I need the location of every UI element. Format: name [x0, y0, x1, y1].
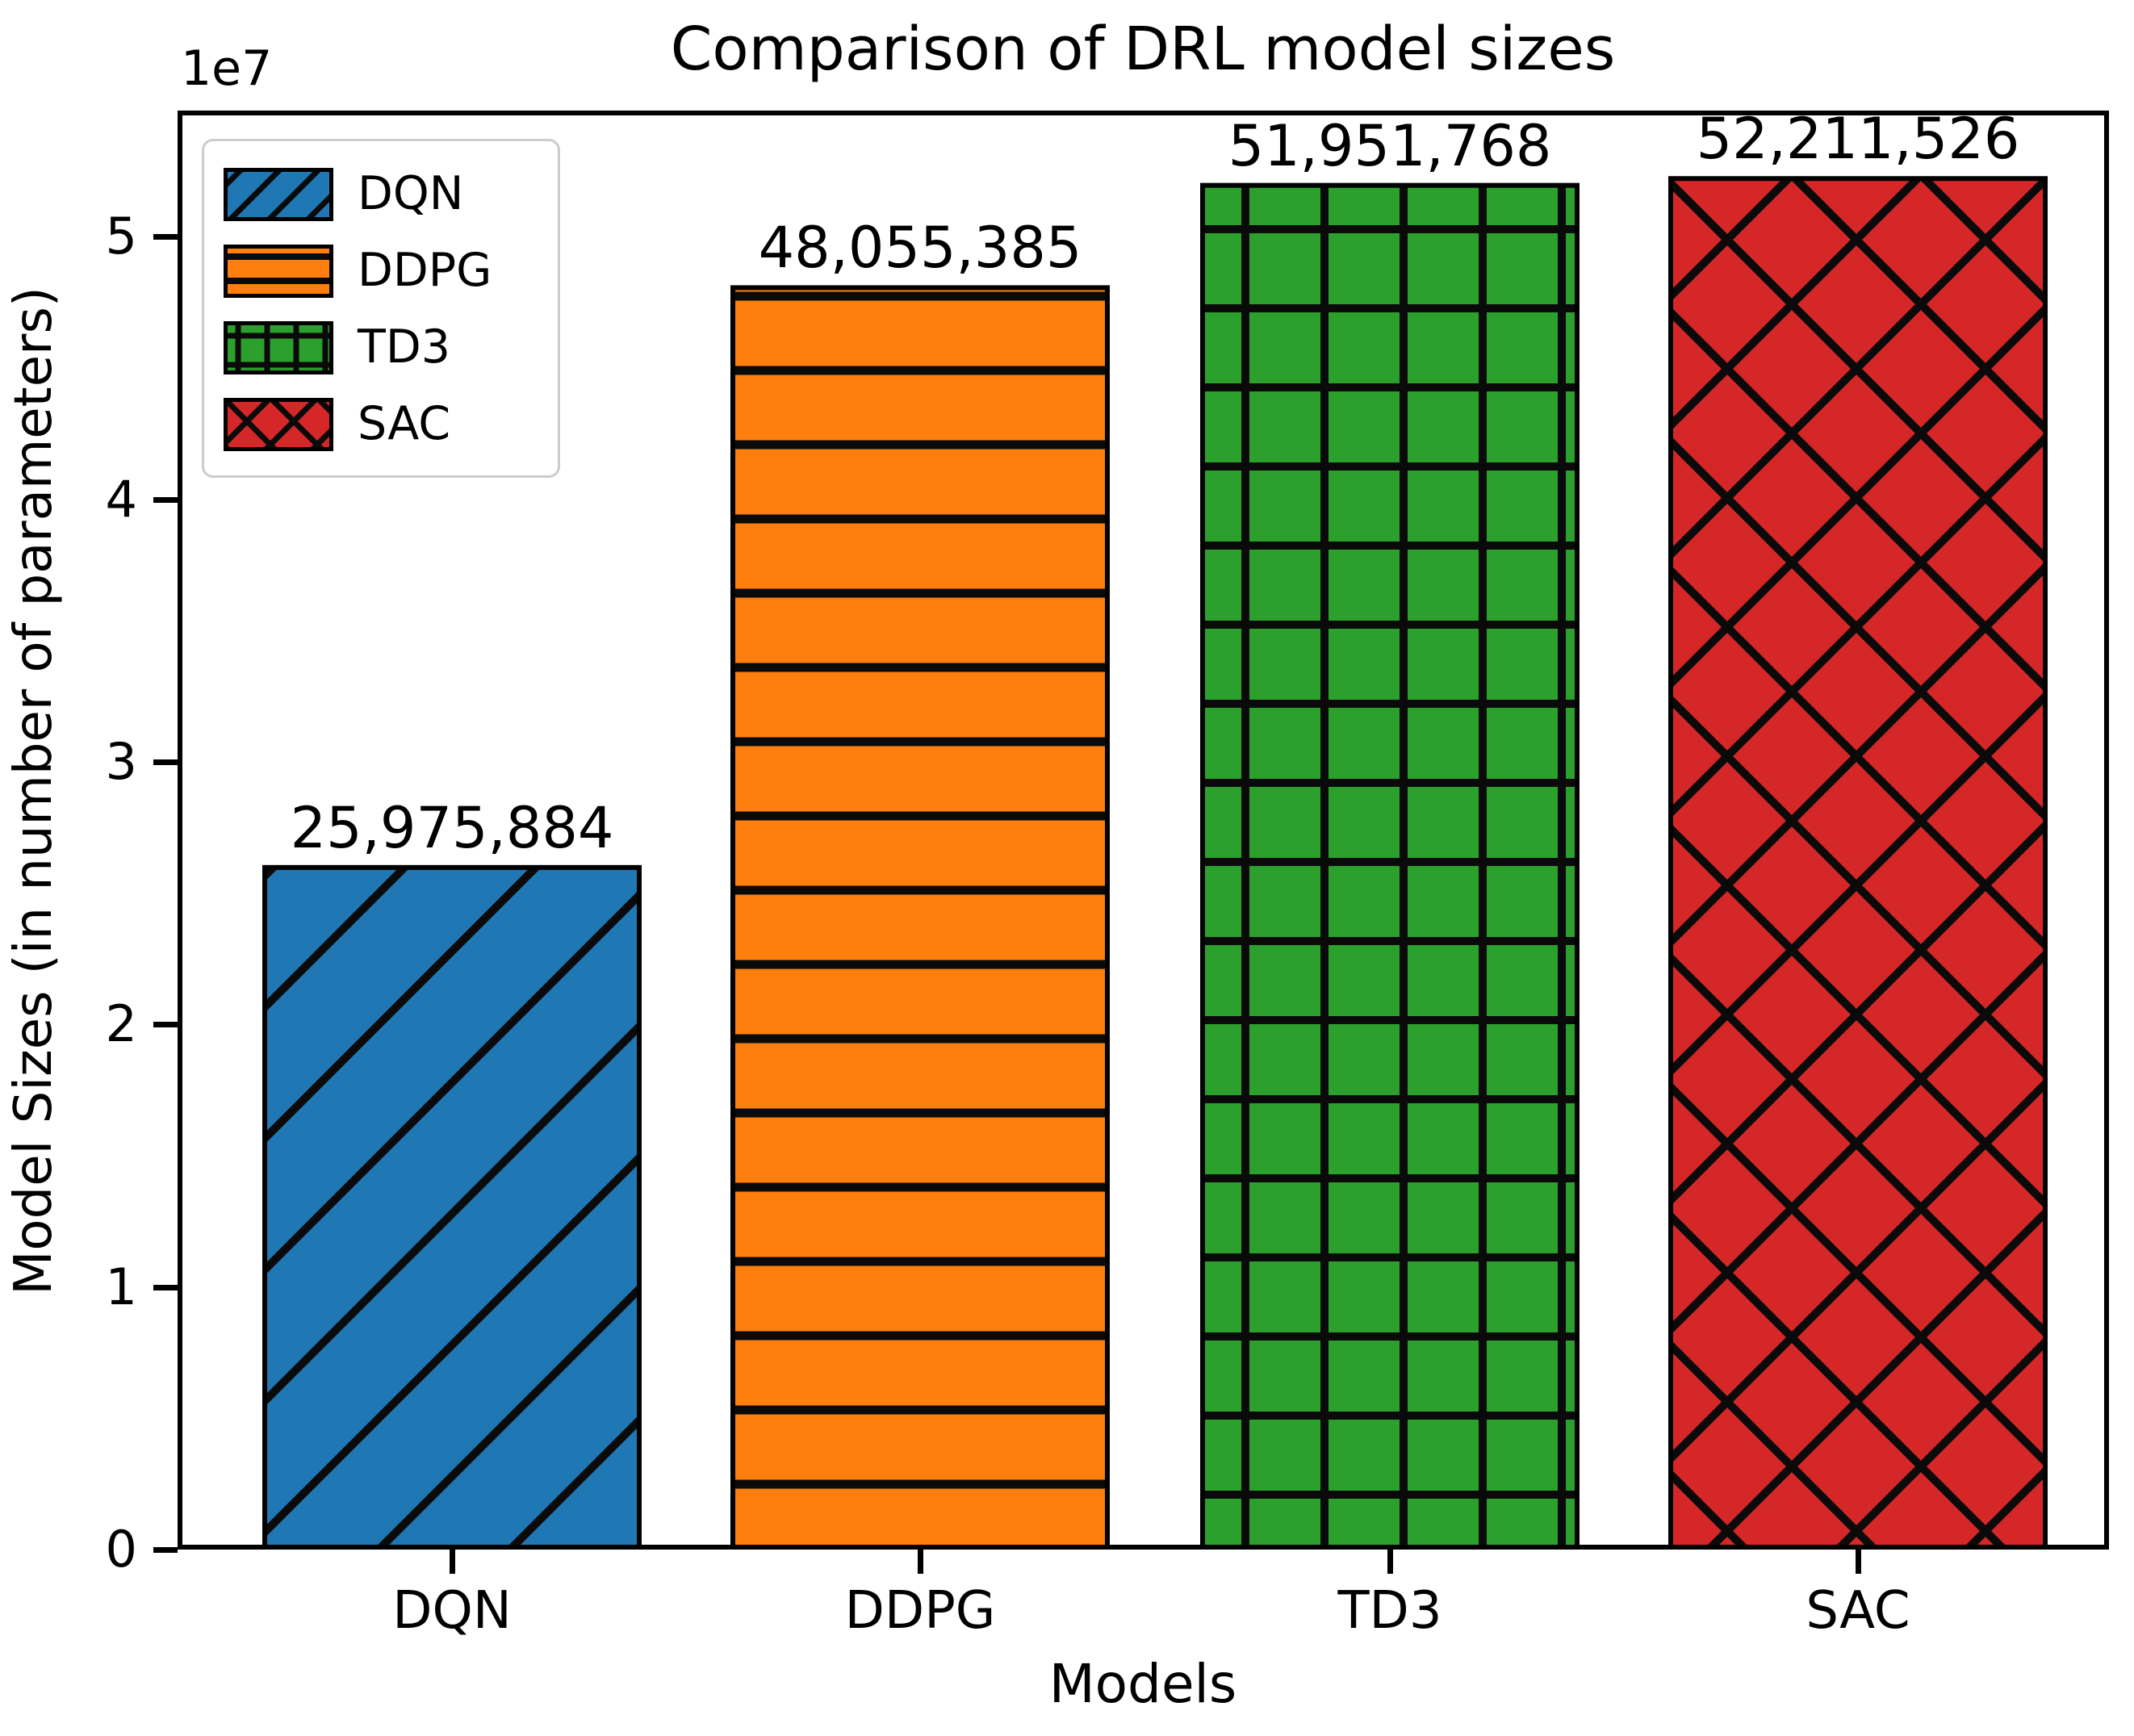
bar-hatch-ddpg [730, 285, 1110, 1552]
legend-item-sac: SAC [224, 386, 537, 462]
legend-label: DQN [358, 167, 464, 220]
legend-item-td3: TD3 [224, 309, 537, 386]
bar-value-label: 48,055,385 [758, 215, 1082, 282]
y-tick-label: 3 [105, 731, 137, 791]
legend: DQN DDPG TD3 SAC [202, 139, 560, 478]
y-tick [153, 496, 178, 503]
x-axis-label: Models [1048, 1653, 1237, 1715]
x-tick-label: DDPG [844, 1581, 996, 1641]
bars-group [262, 176, 2048, 1553]
legend-item-ddpg: DDPG [224, 232, 537, 309]
bar-value-label: 51,951,768 [1228, 112, 1552, 179]
y-tick [153, 1284, 178, 1290]
bar-hatch-dqn [262, 864, 642, 1552]
x-tick [1387, 1550, 1393, 1574]
legend-swatch-dqn [224, 167, 333, 221]
legend-swatch-sac [224, 397, 333, 451]
y-axis-offset-text: 1e7 [181, 40, 273, 97]
axes-spines [178, 111, 2109, 1550]
y-tick [153, 1547, 178, 1553]
bar-hatch-sac [1668, 176, 2048, 1553]
x-tick [1856, 1550, 1861, 1574]
y-tick-label: 2 [105, 994, 137, 1054]
y-tick [153, 1022, 178, 1028]
legend-label: SAC [358, 397, 451, 450]
legend-label: DDPG [358, 244, 492, 297]
bar-value-label: 25,975,884 [290, 794, 614, 861]
x-tick-label: DQN [392, 1581, 512, 1641]
legend-label: TD3 [358, 320, 450, 374]
y-tick-label: 5 [105, 207, 137, 266]
x-tick-label: SAC [1806, 1581, 1910, 1641]
chart-title: Comparison of DRL model sizes [670, 15, 1616, 84]
plot-canvas [178, 111, 2109, 1553]
y-tick [153, 234, 178, 241]
legend-swatch-ddpg [224, 244, 333, 298]
x-tick [450, 1550, 455, 1574]
y-tick-label: 1 [105, 1257, 137, 1316]
plot-area [178, 111, 2109, 1553]
y-tick [153, 759, 178, 765]
bar-value-label: 52,211,526 [1696, 106, 2020, 173]
y-tick-label: 4 [105, 469, 137, 529]
legend-item-dqn: DQN [224, 156, 537, 232]
bar-hatch-td3 [1200, 182, 1580, 1552]
y-tick-label: 0 [105, 1520, 137, 1579]
y-axis-label: Model Sizes (in number of parameters) [4, 287, 64, 1295]
x-tick-label: TD3 [1337, 1581, 1442, 1641]
x-tick [918, 1550, 923, 1574]
legend-swatch-td3 [224, 320, 333, 374]
